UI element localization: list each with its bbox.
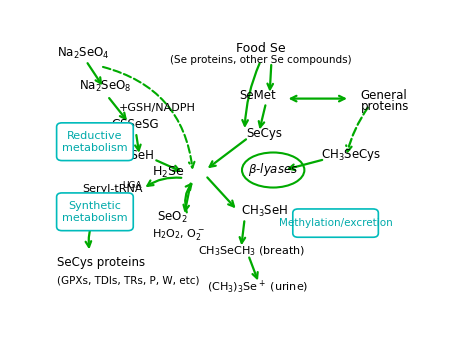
Text: UGA: UGA xyxy=(122,181,142,190)
Text: CH$_3$SeCH$_3$ (breath): CH$_3$SeCH$_3$ (breath) xyxy=(198,244,305,258)
Text: CH$_3$SeCys: CH$_3$SeCys xyxy=(320,147,381,163)
Text: SeO$_2$: SeO$_2$ xyxy=(157,210,187,225)
FancyBboxPatch shape xyxy=(56,193,133,231)
FancyBboxPatch shape xyxy=(56,123,133,161)
Text: Na$_2$SeO$_8$: Na$_2$SeO$_8$ xyxy=(79,79,131,94)
Text: proteins: proteins xyxy=(360,100,408,113)
Text: Food Se: Food Se xyxy=(235,42,285,55)
FancyBboxPatch shape xyxy=(292,209,378,237)
Text: SeCys proteins: SeCys proteins xyxy=(57,257,146,270)
Text: CH$_3$SeH: CH$_3$SeH xyxy=(241,204,287,219)
Text: Seryl-tRNA: Seryl-tRNA xyxy=(82,184,143,194)
Text: +GSH/NADPH: +GSH/NADPH xyxy=(118,103,196,113)
Text: H$_2$O$_2$, O$_2^-$: H$_2$O$_2$, O$_2^-$ xyxy=(151,227,204,242)
Text: GSSeH: GSSeH xyxy=(114,149,154,162)
Text: GSSeSG: GSSeSG xyxy=(111,118,158,131)
Text: (CH$_3$)$_3$Se$^+$ (urine): (CH$_3$)$_3$Se$^+$ (urine) xyxy=(207,278,308,295)
Text: Na$_2$SeO$_4$: Na$_2$SeO$_4$ xyxy=(57,46,110,61)
Text: Synthetic
metabolism: Synthetic metabolism xyxy=(62,201,128,223)
Text: SeMet: SeMet xyxy=(238,89,275,103)
Text: SeCys: SeCys xyxy=(246,127,282,140)
Text: H$_2$Se: H$_2$Se xyxy=(151,165,184,180)
Text: Reductive
metabolism: Reductive metabolism xyxy=(62,131,128,153)
Text: (Se proteins, other Se compounds): (Se proteins, other Se compounds) xyxy=(169,55,351,64)
Text: $\beta$-lyases: $\beta$-lyases xyxy=(247,161,298,178)
Text: Methylation/excretion: Methylation/excretion xyxy=(278,218,392,228)
Text: (GPXs, TDIs, TRs, P, W, etc): (GPXs, TDIs, TRs, P, W, etc) xyxy=(57,275,200,286)
Text: General: General xyxy=(360,89,406,103)
